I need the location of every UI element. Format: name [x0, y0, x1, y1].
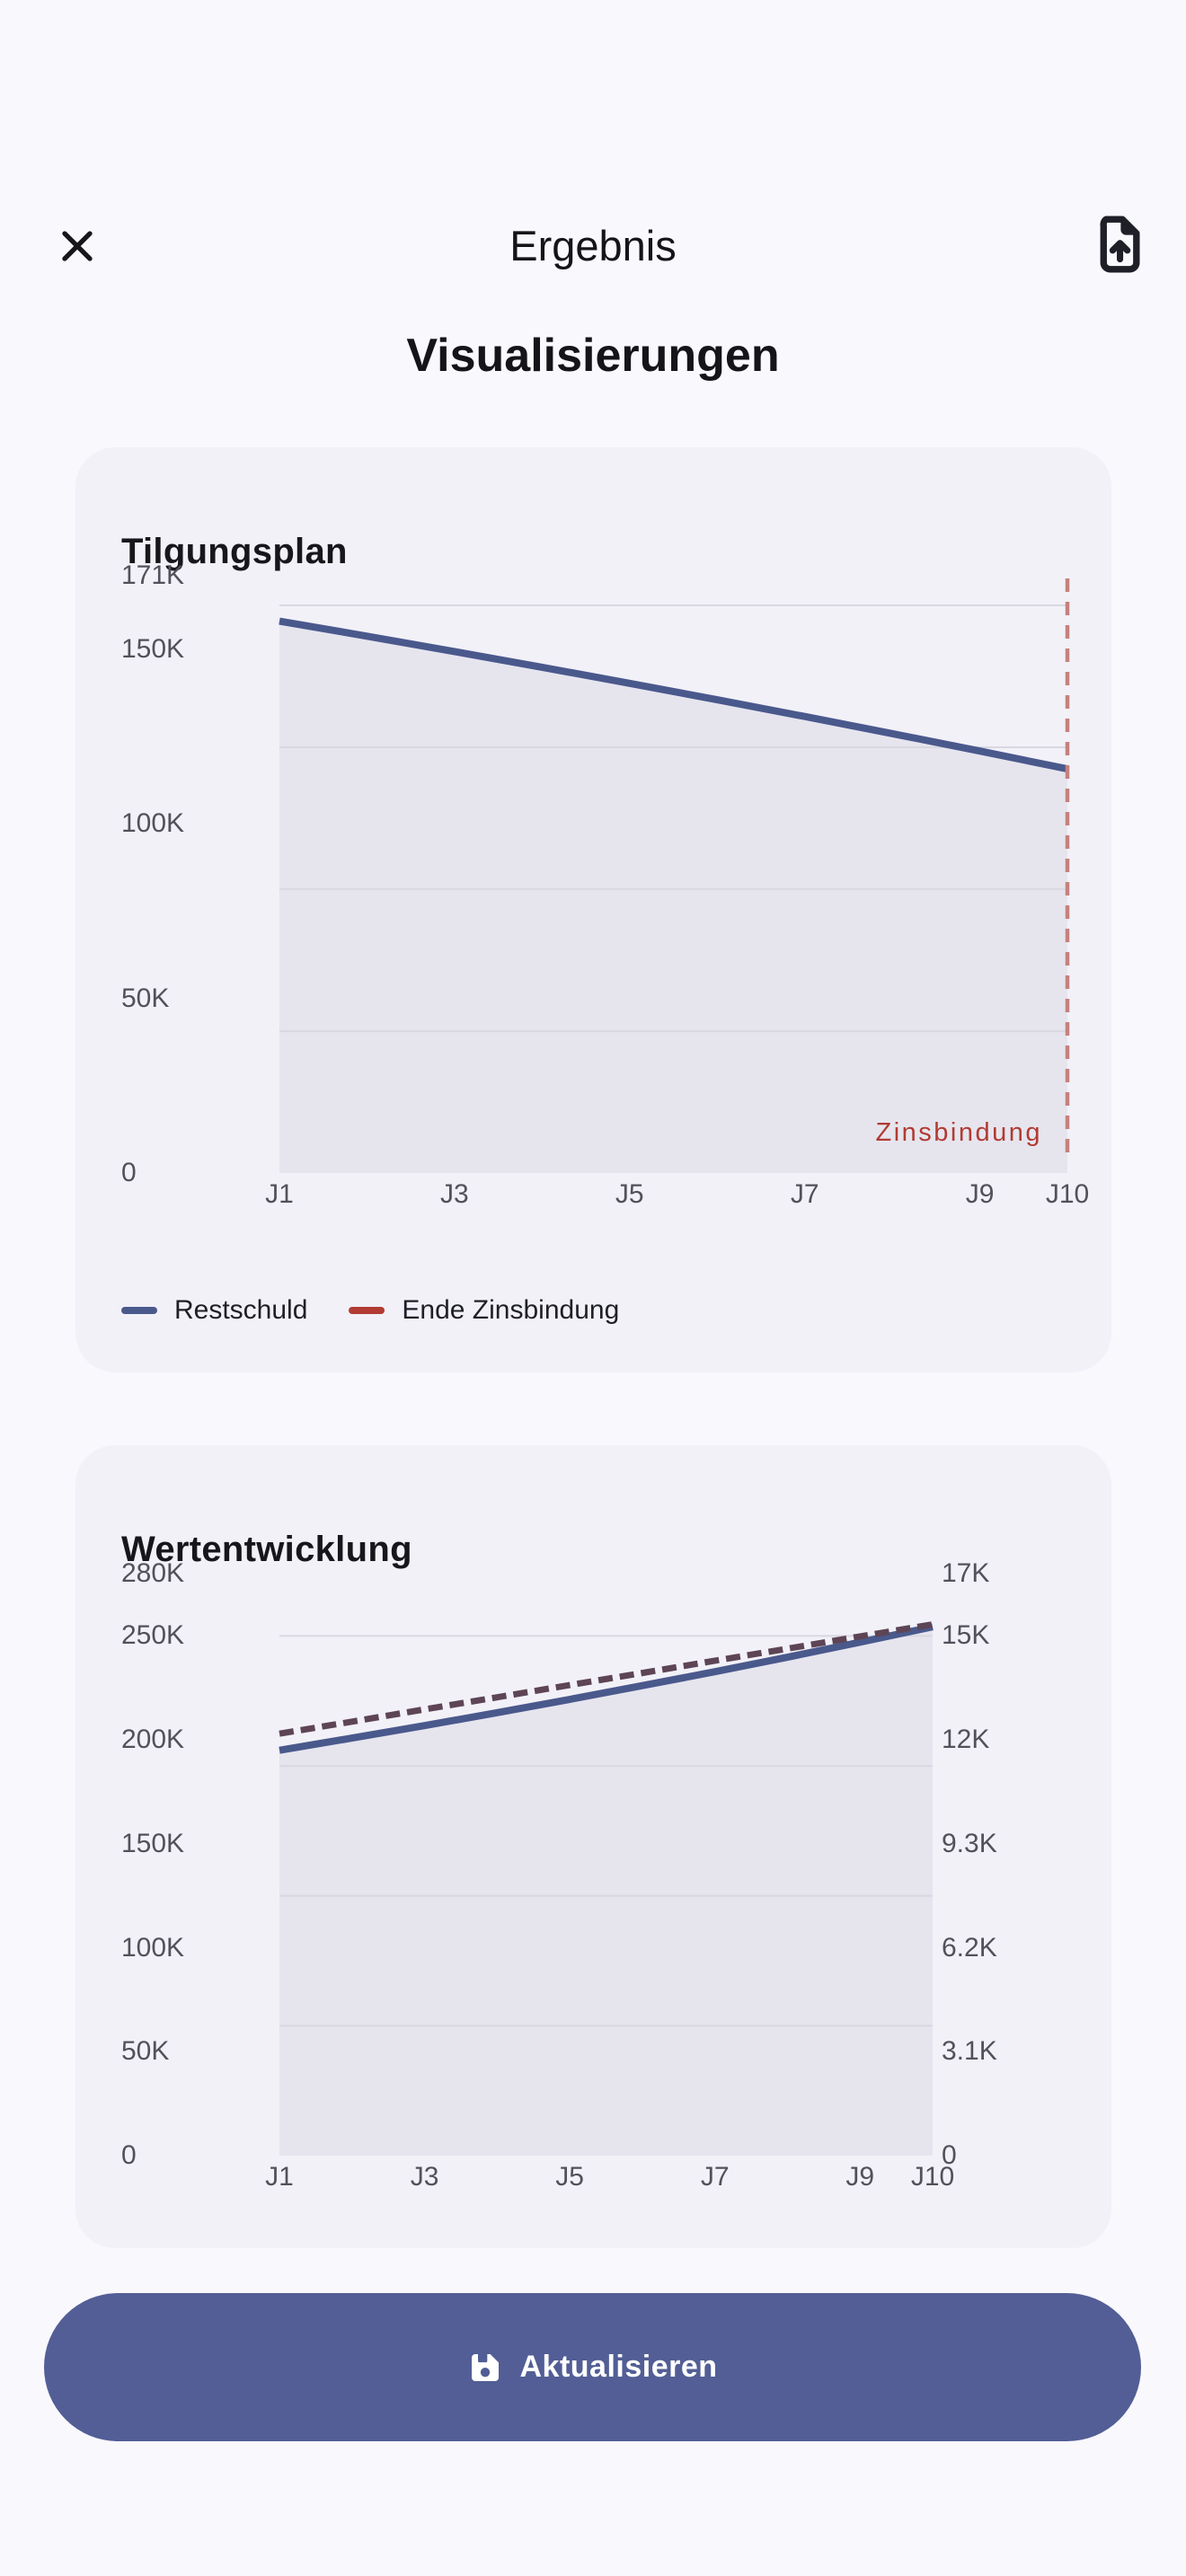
y-axis-label: 0 — [121, 2140, 137, 2170]
x-axis-label: J10 — [910, 2162, 955, 2192]
section-title: Visualisierungen — [406, 330, 780, 382]
y-axis-right-label: 0 — [942, 2140, 957, 2170]
x-axis-label: J3 — [440, 1179, 469, 1209]
ende-zinsbindung-swatch — [349, 1307, 385, 1314]
area-fill — [279, 621, 1067, 1173]
tilgungsplan-chart: 171K 150K 100K 50K 0 J1 J3 J5 J7 J9 J10 Zinsbindung — [75, 447, 1111, 1372]
page-title: Ergebnis — [509, 222, 677, 269]
area-fill — [279, 1627, 933, 2156]
y-axis-label: 150K — [121, 633, 185, 664]
x-axis-label: J5 — [555, 2162, 584, 2192]
chart-plot — [279, 1621, 934, 2156]
y-axis-label: 100K — [121, 808, 185, 839]
chart-plot — [279, 578, 1070, 1173]
restschuld-swatch — [121, 1307, 157, 1314]
zinsbindung-annotation: Zinsbindung — [875, 1118, 1042, 1147]
chart-legend: Restschuld Ende Zinsbindung — [121, 1295, 619, 1326]
chart-title-wertentwicklung: Wertentwicklung — [121, 1530, 412, 1570]
aktualisieren-button[interactable]: Aktualisieren — [44, 2293, 1141, 2441]
x-axis-label: J1 — [265, 2162, 294, 2192]
y-axis-right-label: 12K — [942, 1725, 990, 1755]
legend-label: Restschuld — [174, 1295, 308, 1325]
solid-line — [279, 1623, 934, 1754]
y-axis-label: 150K — [121, 1828, 185, 1858]
x-axis-label: J9 — [965, 1179, 995, 1209]
x-axis-label: J7 — [700, 2162, 730, 2192]
wertentwicklung-card: Wertentwicklung 280K 250K 200K 150K 100K 50K 0… — [75, 1445, 1111, 2248]
x-axis-label: J7 — [790, 1179, 819, 1209]
y-axis-label: 0 — [121, 1158, 137, 1187]
y-axis-right-label: 6.2K — [942, 1932, 997, 1963]
tilgungsplan-card: Tilgungsplan 171K 150K 100K 50K 0 J1 J3 J5 J7 J9 J… — [75, 447, 1111, 1372]
close-button[interactable] — [52, 221, 102, 271]
export-button[interactable] — [1093, 212, 1146, 277]
y-axis-right-label: 17K — [942, 1558, 990, 1588]
y-axis-right-label: 3.1K — [942, 2036, 997, 2067]
wertentwicklung-chart: 280K 250K 200K 150K 100K 50K 0 17K 15K 12K 9.3K 6.2… — [75, 1445, 1111, 2248]
legend-label: Ende Zinsbindung — [402, 1295, 620, 1325]
y-axis-label: 200K — [121, 1725, 185, 1755]
y-axis-right-label: 15K — [942, 1620, 990, 1651]
close-icon — [62, 231, 93, 261]
save-icon — [472, 2353, 500, 2381]
dashed-line — [279, 1621, 934, 1737]
y-axis-label: 171K — [121, 560, 185, 590]
aktualisieren-label: Aktualisieren — [519, 2350, 718, 2384]
top-bar: Ergebnis — [0, 201, 1186, 287]
file-export-icon — [1100, 216, 1140, 273]
x-axis-label: J10 — [1045, 1179, 1090, 1209]
y-axis-label: 50K — [121, 2036, 170, 2067]
chart-title-tilgungsplan: Tilgungsplan — [121, 532, 348, 572]
y-axis-right-label: 9.3K — [942, 1828, 997, 1858]
y-axis-label: 280K — [121, 1558, 185, 1588]
y-axis-label: 50K — [121, 983, 170, 1013]
x-axis-label: J3 — [410, 2162, 439, 2192]
x-axis-label: J1 — [265, 1179, 294, 1209]
x-axis-label: J5 — [615, 1179, 644, 1209]
restschuld-line — [279, 617, 1068, 772]
y-axis-label: 100K — [121, 1932, 185, 1963]
y-axis-label: 250K — [121, 1620, 185, 1651]
legend-item-ende-zinsbindung: Ende Zinsbindung — [349, 1295, 619, 1326]
x-axis-label: J9 — [845, 2162, 875, 2192]
legend-item-restschuld: Restschuld — [121, 1295, 307, 1326]
